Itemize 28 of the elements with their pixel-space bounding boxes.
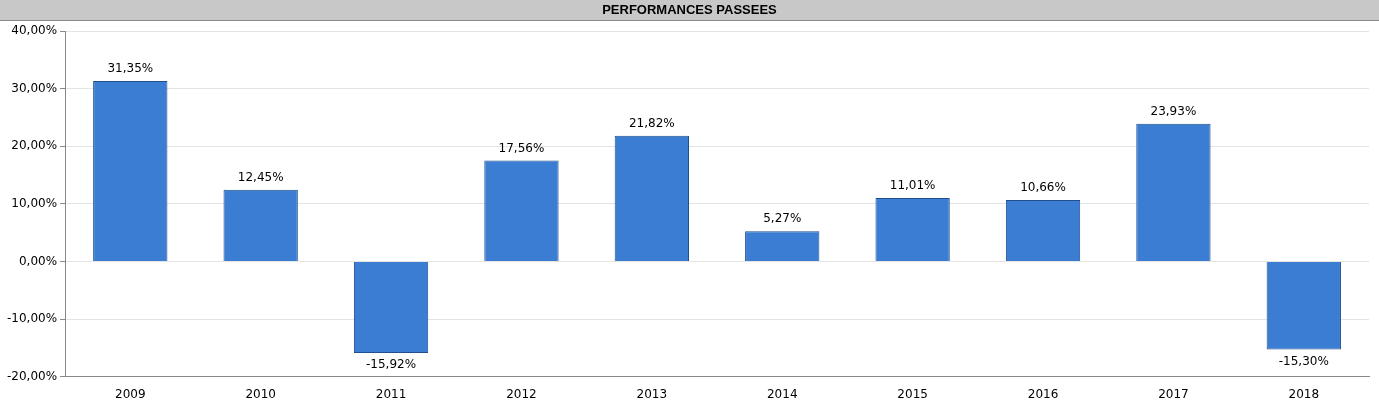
data-label: -15,92%	[366, 357, 417, 372]
x-tick-label: 2018	[1288, 386, 1320, 401]
data-label: 21,82%	[628, 115, 675, 130]
y-tick-label: -10,00%	[6, 311, 58, 326]
y-tick-label: 10,00%	[11, 196, 58, 211]
y-tick-label: 40,00%	[11, 23, 58, 38]
x-tick-label: 2015	[897, 386, 928, 401]
x-tick-label: 2014	[766, 386, 798, 401]
data-label: 12,45%	[237, 169, 284, 184]
data-label: 17,56%	[498, 140, 545, 155]
x-tick-label: 2016	[1027, 386, 1059, 401]
x-tick-label: 2013	[636, 386, 668, 401]
y-tick-label: -20,00%	[6, 368, 58, 383]
data-label: 23,93%	[1150, 103, 1197, 118]
y-tick-label: 0,00%	[18, 253, 58, 268]
data-label: 10,66%	[1020, 180, 1066, 195]
x-tick-label: 2010	[245, 386, 276, 401]
x-tick-label: 2017	[1158, 386, 1189, 401]
y-tick-label: 30,00%	[11, 80, 58, 95]
data-label: 5,27%	[763, 211, 802, 226]
chart-title: PERFORMANCES PASSEES	[0, 0, 1379, 21]
data-label: 31,35%	[107, 61, 154, 76]
x-tick-label: 2009	[115, 386, 146, 401]
x-tick-label: 2012	[506, 386, 537, 401]
data-label: 11,01%	[889, 178, 936, 193]
x-tick-label: 2011	[375, 386, 407, 401]
y-tick-label: 20,00%	[11, 138, 58, 153]
data-label: -15,30%	[1278, 353, 1329, 368]
